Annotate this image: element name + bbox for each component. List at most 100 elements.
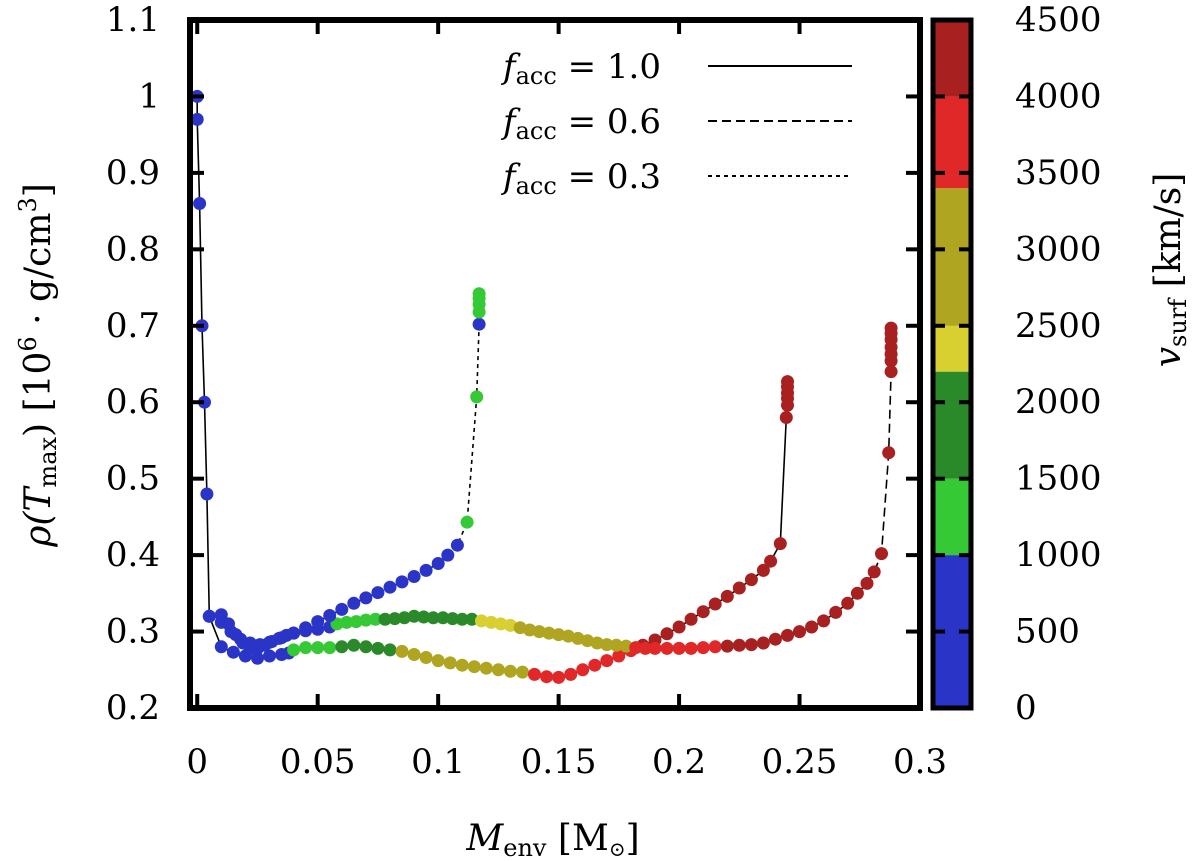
data-point [371,641,385,655]
y-tick-label: 0.6 [106,382,160,422]
data-point [465,612,479,626]
series-line-2 [220,293,480,646]
data-point [359,613,373,627]
data-point [884,321,898,335]
data-point [756,563,770,577]
colorbar-band [933,371,971,479]
data-point [491,663,505,677]
data-point [744,573,758,587]
data-point [612,649,626,663]
data-point [214,615,228,629]
data-point [841,596,855,610]
y-tick-label: 0.7 [106,306,160,346]
colorbar-tick-label: 1500 [1015,459,1102,499]
data-point [542,626,556,640]
legend-label: facc = 0.3 [500,157,661,200]
data-point [576,663,590,677]
y-tick-label: 0.5 [106,459,160,499]
data-point [540,670,554,684]
y-tick-label: 1.1 [106,0,160,40]
data-point [684,641,698,655]
data-point [251,651,264,665]
colorbar-band [933,188,971,326]
data-point [720,589,734,603]
data-point [371,586,385,600]
data-point [275,631,289,645]
data-point [388,612,402,626]
colorbar-axis: 0 500 1000 1500 2000 2500 3000 3500 4000 4500 [933,0,1102,728]
data-point [311,641,325,655]
data-point [672,641,686,655]
data-point [419,563,433,577]
data-point [472,317,486,331]
data-point [455,612,469,626]
data-point [460,515,474,529]
data-point [378,612,392,626]
data-point [263,635,276,649]
data-point [817,614,831,628]
colorbar-tick-label: 2500 [1015,306,1102,346]
x-tick-label: 0 [186,742,208,782]
sun-symbol: ⊙ [609,837,626,861]
data-point [349,615,363,629]
colorbar-tick-label: 2000 [1015,382,1102,422]
data-point [335,602,349,616]
y-tick-label: 0.8 [106,229,160,269]
data-point [732,638,746,652]
x-tick-label: 0.05 [280,742,356,782]
data-point [648,641,662,655]
data-point [793,625,806,639]
data-point [494,617,508,631]
data-point [805,620,819,634]
data-point [383,580,397,594]
colorbar-tick-label: 3500 [1015,153,1102,193]
data-point [732,581,746,595]
data-point [884,365,898,379]
data-point [340,615,354,629]
data-point [395,575,409,589]
data-point [470,390,484,404]
data-point [243,636,257,650]
data-point [426,611,440,625]
data-point [744,638,758,652]
data-point [359,591,373,605]
data-point [590,636,604,650]
data-point [867,565,881,579]
data-point [708,597,722,611]
data-point [781,628,794,642]
data-point [609,638,623,652]
data-point [335,640,349,654]
data-point [323,641,337,655]
x-axis-label: Menv [M⊙] [465,818,639,861]
data-point [773,537,787,551]
colorbar-band [933,20,971,97]
data-point [629,641,643,655]
data-point [696,641,710,655]
data-point [397,611,411,625]
data-point [484,615,498,629]
data-point [660,627,674,641]
colorbar-tick-label: 3000 [1015,229,1102,269]
data-point [600,654,614,668]
x-tick-label: 0.3 [893,742,947,782]
data-point [417,610,431,624]
data-point [503,618,517,632]
data-point [200,487,214,501]
data-point [472,287,486,301]
colorbar-tick-label: 500 [1015,612,1080,652]
plot-background [190,20,920,708]
data-point [523,623,537,637]
data-point [299,641,313,655]
colorbar-tick-label: 4500 [1015,0,1102,40]
data-point [467,660,481,674]
data-point [193,197,207,210]
data-point [850,586,864,600]
data-point [441,548,455,562]
data-point [581,634,594,648]
colorbar-label: vsurf [km/s] [1148,173,1192,368]
data-point [708,640,722,654]
data-point [455,658,469,672]
data-point [875,547,888,561]
y-tick-label: 0.9 [106,153,160,193]
